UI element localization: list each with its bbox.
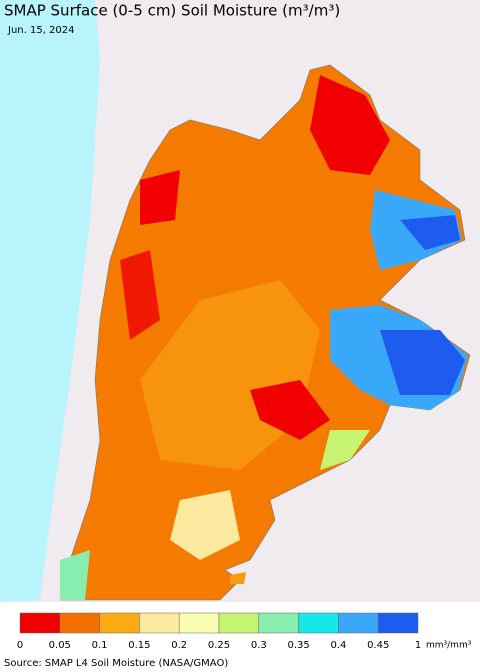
colorbar-segment — [99, 612, 140, 634]
dry-area — [120, 250, 160, 340]
colorbar-tick-label: 0.1 — [92, 640, 108, 651]
colorbar-tick-label: 0.45 — [367, 640, 389, 651]
colorbar-tick-label: 0.3 — [251, 640, 267, 651]
colorbar-tick-label: 1 — [415, 640, 421, 651]
source: Source: SMAP L4 Soil Moisture (NASA/GMAO… — [4, 658, 228, 669]
dry-area — [140, 170, 180, 225]
map — [0, 0, 480, 602]
pacific-ocean — [0, 0, 100, 602]
colorbar-segment — [258, 612, 299, 634]
colorbar-segment — [59, 612, 100, 634]
date: Jun. 15, 2024 — [7, 25, 75, 36]
wet-area — [380, 330, 465, 395]
colorbar-segment — [377, 612, 419, 634]
colorbar-segment — [19, 612, 61, 634]
island — [230, 572, 246, 584]
wet-area — [400, 215, 460, 250]
colorbar-tick-label: 0.35 — [287, 640, 309, 651]
colorbar-tick-label: 0 — [17, 640, 23, 651]
moist-area — [170, 490, 240, 560]
colorbar-segment — [218, 612, 260, 634]
colorbar: 0 0.05 0.1 0.15 0.2 0.25 0.3 0.35 0.4 0.45 1 mm³/mm… — [17, 612, 472, 651]
colorbar-tick-label: 0.15 — [128, 640, 150, 651]
colorbar-tick-label: 0.2 — [171, 640, 187, 651]
colorbar-segment — [338, 612, 379, 634]
colorbar-tick-label: 0.25 — [208, 640, 230, 651]
colorbar-unit: mm³/mm³ — [426, 641, 472, 651]
colorbar-tick-label: 0.05 — [49, 640, 71, 651]
title: SMAP Surface (0-5 cm) Soil Moisture (m³/… — [4, 2, 340, 20]
moist-area — [60, 550, 90, 600]
moist-area — [320, 430, 370, 470]
dry-area — [310, 75, 390, 175]
colorbar-segment — [139, 612, 180, 634]
colorbar-segment — [298, 612, 339, 634]
colorbar-segment — [178, 612, 220, 634]
colorbar-tick-label: 0.4 — [330, 640, 346, 651]
dry-area — [250, 380, 330, 440]
